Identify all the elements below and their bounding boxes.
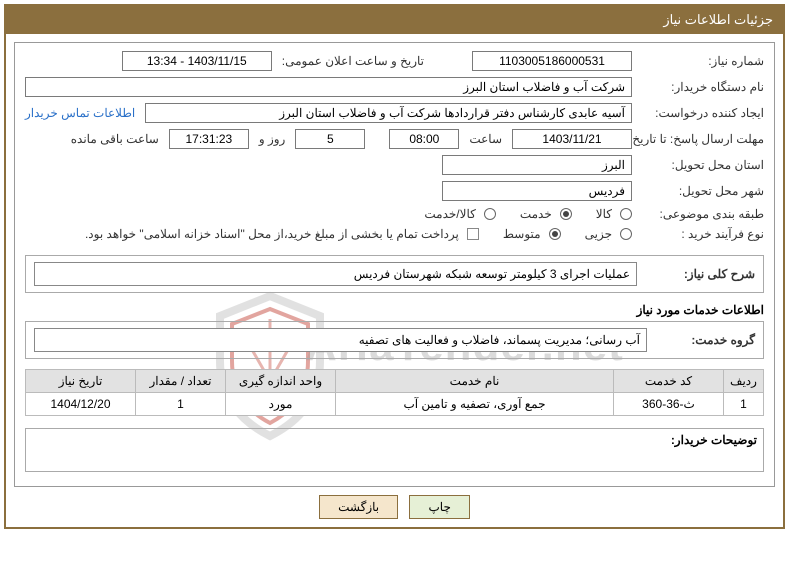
buyer-notes-label: توضیحات خریدار: <box>671 433 757 447</box>
table-header-row: ردیف کد خدمت نام خدمت واحد اندازه گیری ت… <box>26 370 764 393</box>
row-deadline: مهلت ارسال پاسخ: تا تاریخ: 1403/11/21 سا… <box>25 129 764 149</box>
province-label: استان محل تحویل: <box>636 158 764 172</box>
province-field: البرز <box>442 155 632 175</box>
th-name: نام خدمت <box>336 370 614 393</box>
td-date: 1404/12/20 <box>26 393 136 416</box>
overall-need-label: شرح کلی نیاز: <box>645 267 755 281</box>
row-need-number: شماره نیاز: 1103005186000531 تاریخ و ساع… <box>25 51 764 71</box>
td-name: جمع آوری، تصفیه و تامین آب <box>336 393 614 416</box>
td-code: ث-36-360 <box>614 393 724 416</box>
city-label: شهر محل تحویل: <box>636 184 764 198</box>
form-box: AriaTender.net شماره نیاز: 1103005186000… <box>14 42 775 487</box>
overall-need-box: شرح کلی نیاز: عملیات اجرای 3 کیلومتر توس… <box>25 255 764 293</box>
radio-service-label: خدمت <box>520 207 552 221</box>
radio-goods-label: کالا <box>596 207 612 221</box>
days-field: 5 <box>295 129 365 149</box>
row-subject-class: طبقه بندی موضوعی: کالا خدمت کالا/خدمت <box>25 207 764 221</box>
td-unit: مورد <box>226 393 336 416</box>
requester-field: آسیه عابدی کارشناس دفتر قراردادها شرکت آ… <box>145 103 632 123</box>
requester-label: ایجاد کننده درخواست: <box>636 106 764 120</box>
content-area: AriaTender.net شماره نیاز: 1103005186000… <box>6 34 783 527</box>
remaining-time-field: 17:31:23 <box>169 129 249 149</box>
radio-goods-service[interactable] <box>484 208 496 220</box>
row-city: شهر محل تحویل: فردیس <box>25 181 764 201</box>
buyer-org-label: نام دستگاه خریدار: <box>636 80 764 94</box>
th-date: تاریخ نیاز <box>26 370 136 393</box>
row-buyer-org: نام دستگاه خریدار: شرکت آب و فاضلاب استا… <box>25 77 764 97</box>
radio-minor-label: جزیی <box>585 227 612 241</box>
buyer-notes-box: توضیحات خریدار: <box>25 428 764 472</box>
radio-goods[interactable] <box>620 208 632 220</box>
need-number-field: 1103005186000531 <box>472 51 632 71</box>
service-group-box: گروه خدمت: آب رسانی؛ مدیریت پسماند، فاضل… <box>25 321 764 359</box>
deadline-date-field: 1403/11/21 <box>512 129 632 149</box>
service-group-text: آب رسانی؛ مدیریت پسماند، فاضلاب و فعالیت… <box>34 328 647 352</box>
row-requester: ایجاد کننده درخواست: آسیه عابدی کارشناس … <box>25 103 764 123</box>
services-table: ردیف کد خدمت نام خدمت واحد اندازه گیری ت… <box>25 369 764 416</box>
overall-need-text: عملیات اجرای 3 کیلومتر توسعه شبکه شهرستا… <box>34 262 637 286</box>
th-code: کد خدمت <box>614 370 724 393</box>
buyer-org-field: شرکت آب و فاضلاب استان البرز <box>25 77 632 97</box>
treasury-checkbox[interactable] <box>467 228 479 240</box>
buyer-contact-link[interactable]: اطلاعات تماس خریدار <box>25 106 135 120</box>
radio-service[interactable] <box>560 208 572 220</box>
table-row: 1 ث-36-360 جمع آوری، تصفیه و تامین آب مو… <box>26 393 764 416</box>
need-number-label: شماره نیاز: <box>636 54 764 68</box>
city-field: فردیس <box>442 181 632 201</box>
announce-datetime-label: تاریخ و ساعت اعلان عمومی: <box>282 54 424 68</box>
row-province: استان محل تحویل: البرز <box>25 155 764 175</box>
time-word: ساعت <box>469 132 502 146</box>
th-row: ردیف <box>724 370 764 393</box>
td-row: 1 <box>724 393 764 416</box>
back-button[interactable]: بازگشت <box>319 495 398 519</box>
th-qty: تعداد / مقدار <box>136 370 226 393</box>
deadline-time-field: 08:00 <box>389 129 459 149</box>
radio-medium-label: متوسط <box>503 227 541 241</box>
announce-datetime-field: 1403/11/15 - 13:34 <box>122 51 272 71</box>
remaining-label: ساعت باقی مانده <box>71 132 159 146</box>
service-group-label: گروه خدمت: <box>655 333 755 347</box>
days-and-label: روز و <box>259 132 286 146</box>
panel-title: جزئیات اطلاعات نیاز <box>663 12 773 27</box>
print-button[interactable]: چاپ <box>409 495 469 519</box>
radio-goods-service-label: کالا/خدمت <box>424 207 475 221</box>
row-process-type: نوع فرآیند خرید : جزیی متوسط پرداخت تمام… <box>25 227 764 241</box>
panel-header: جزئیات اطلاعات نیاز <box>6 6 783 34</box>
button-row: چاپ بازگشت <box>14 495 775 519</box>
main-panel: جزئیات اطلاعات نیاز AriaTender.net شماره… <box>4 4 785 529</box>
radio-minor[interactable] <box>620 228 632 240</box>
deadline-label: مهلت ارسال پاسخ: تا تاریخ: <box>636 132 764 146</box>
th-unit: واحد اندازه گیری <box>226 370 336 393</box>
services-info-label: اطلاعات خدمات مورد نیاز <box>25 303 764 317</box>
radio-medium[interactable] <box>549 228 561 240</box>
payment-note: پرداخت تمام یا بخشی از مبلغ خرید،از محل … <box>85 227 459 241</box>
td-qty: 1 <box>136 393 226 416</box>
process-type-label: نوع فرآیند خرید : <box>636 227 764 241</box>
subject-class-label: طبقه بندی موضوعی: <box>636 207 764 221</box>
